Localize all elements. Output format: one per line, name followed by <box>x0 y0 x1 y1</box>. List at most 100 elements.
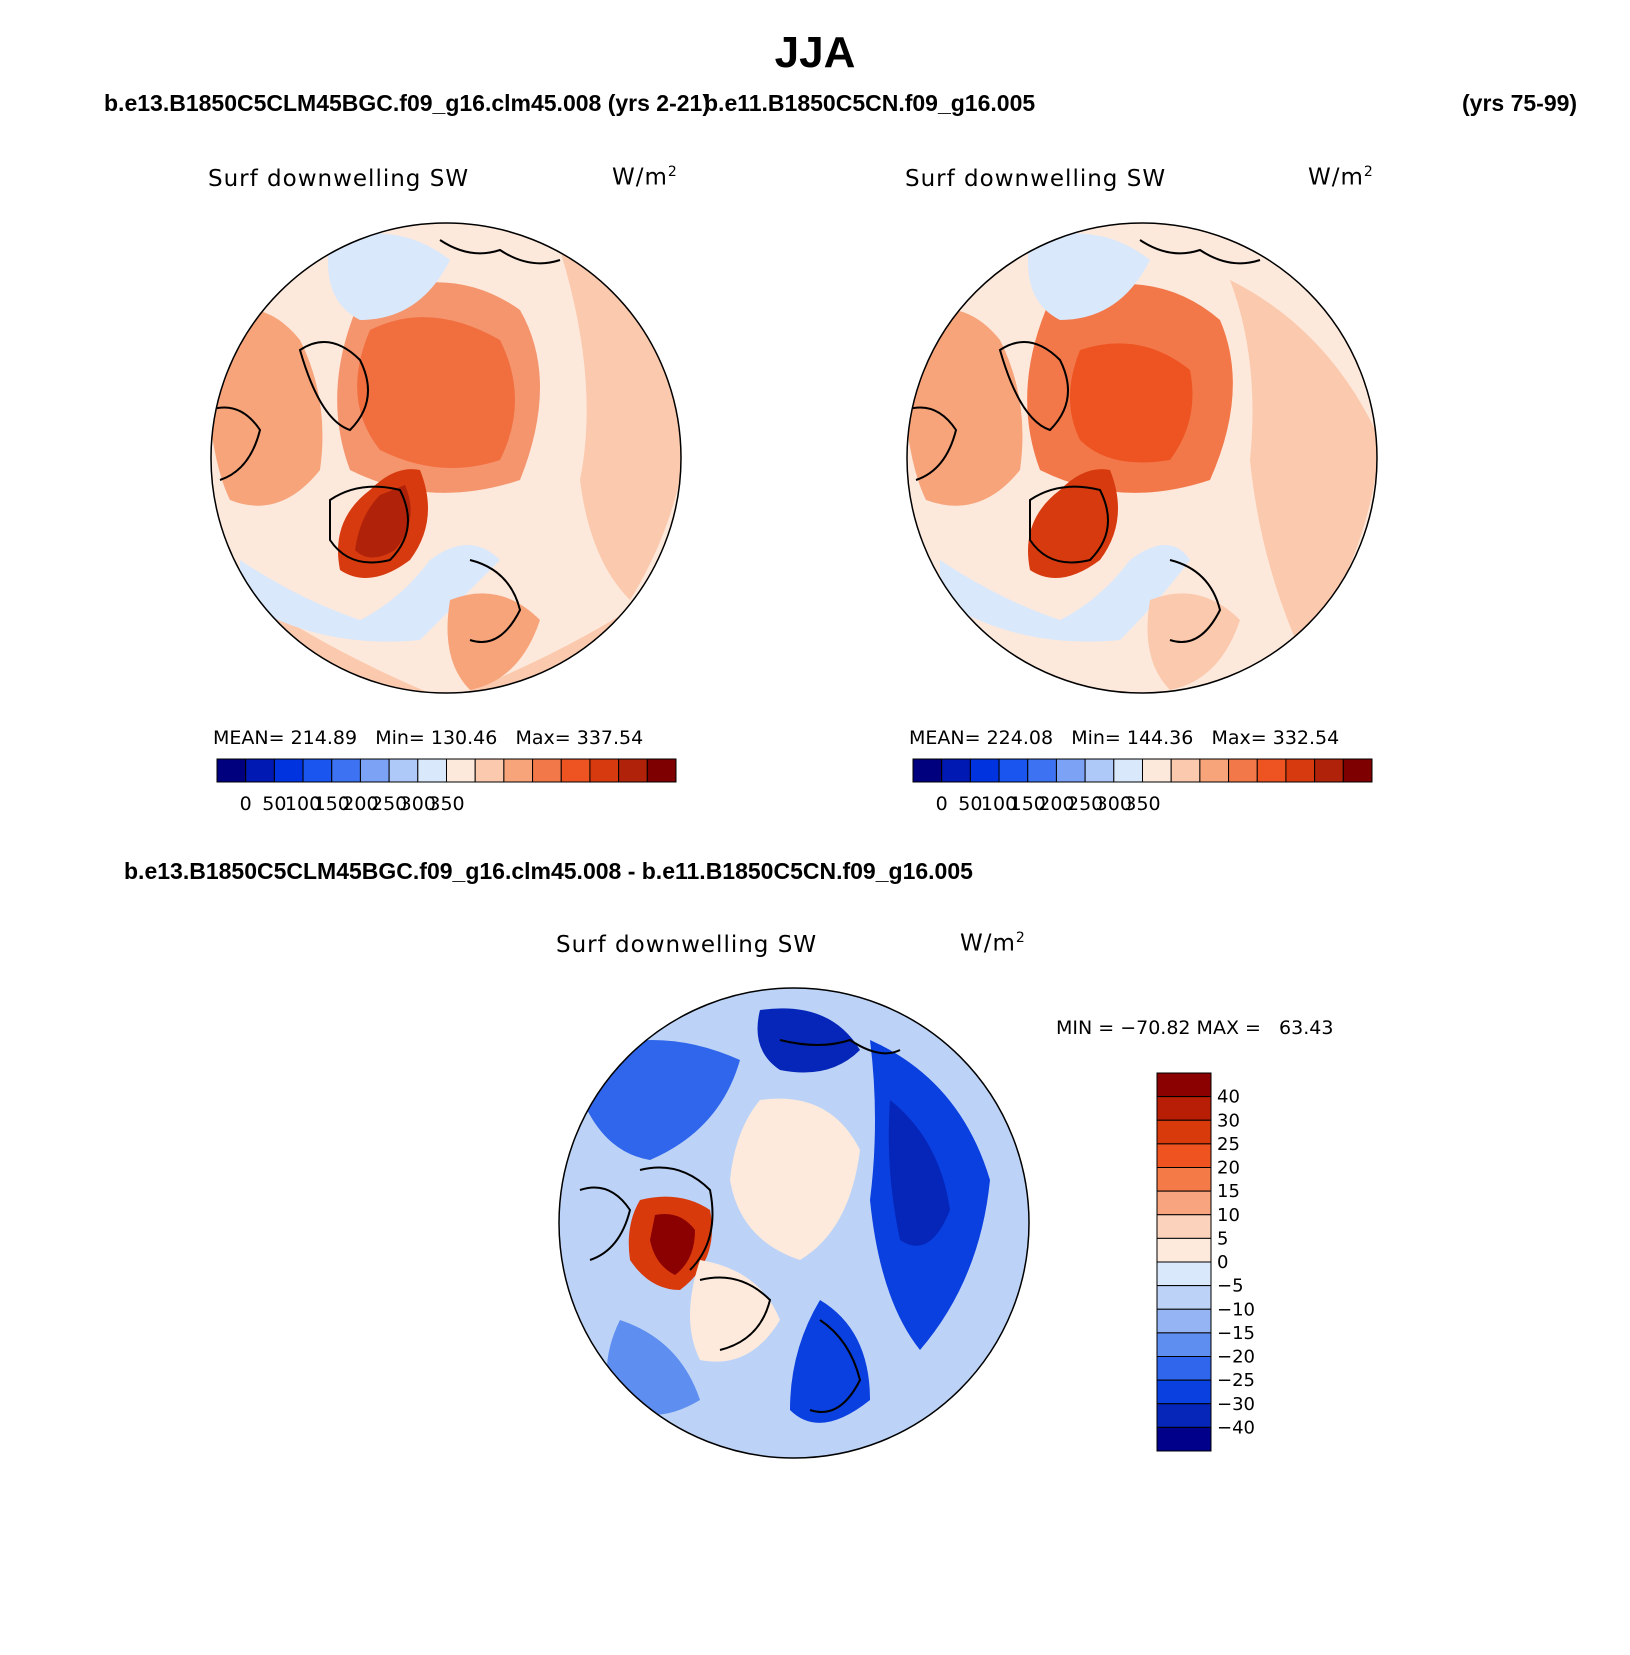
colorbar-tick-label: −5 <box>1217 1276 1244 1297</box>
colorbar-swatch <box>1055 758 1086 783</box>
map-right-border <box>906 222 1378 694</box>
colorbar-swatch <box>1228 758 1258 783</box>
colorbar-tick-label: 25 <box>1217 1134 1240 1155</box>
colorbar-swatch <box>1113 758 1143 783</box>
colorbar-swatch <box>646 758 677 783</box>
colorbar-tick-label: 50 <box>262 793 286 815</box>
colorbar-swatch <box>1199 758 1230 783</box>
variable-label-left: Surf downwelling SW <box>208 166 470 192</box>
colorbar-swatch <box>1156 1072 1212 1098</box>
map-right-na-west <box>907 308 1023 506</box>
map-right-greenland <box>1028 469 1118 578</box>
map-left-coast-5 <box>211 406 262 481</box>
colorbar-swatch <box>1156 1143 1212 1168</box>
map-left-coast-1 <box>298 341 369 432</box>
case-name-left: b.e13.B1850C5CLM45BGC.f09_g16.clm45.008 <box>104 90 602 116</box>
units-label-right: W/m2 <box>1308 164 1374 191</box>
map-diff-coast-1 <box>639 1166 714 1271</box>
case-years-left: (yrs 2-21) <box>607 90 710 116</box>
map-diff-coast-2 <box>699 1276 772 1351</box>
colorbar-swatch <box>969 758 1000 783</box>
colorbar-swatch <box>532 758 562 783</box>
colorbar-swatch <box>417 758 447 783</box>
map-right-band-east <box>1230 280 1377 650</box>
map-diff <box>559 988 1029 1458</box>
colorbar-swatch <box>388 758 419 783</box>
colorbar-swatch <box>1256 758 1287 783</box>
colorbar-swatch <box>1285 758 1316 783</box>
colorbar-tick-label: 100 <box>285 793 321 815</box>
colorbar-tick-label: −25 <box>1217 1370 1255 1391</box>
colorbar-tick-label: 30 <box>1217 1110 1240 1131</box>
colorbar-swatch <box>245 758 275 783</box>
max-value-right: 332.54 <box>1272 727 1340 749</box>
map-diff-canada-core <box>650 1214 695 1275</box>
map-right-coast-4 <box>1139 239 1261 265</box>
map-left-pacific <box>328 233 450 320</box>
diff-title: b.e13.B1850C5CLM45BGC.f09_g16.clm45.008 … <box>124 858 973 884</box>
colorbar-swatch <box>359 758 390 783</box>
colorbar-swatch <box>912 758 943 783</box>
minmax-diff: MIN = −70.82 MAX = 63.43 <box>1056 1017 1334 1039</box>
case-title-left: b.e13.B1850C5CLM45BGC.f09_g16.clm45.008 … <box>104 90 710 117</box>
map-diff-east-deep <box>888 1100 950 1246</box>
max-value-left: 337.54 <box>576 727 644 749</box>
case-name-right: b.e11.B1850C5CN.f09_g16.005 <box>704 90 1036 116</box>
units-label-left: W/m2 <box>612 164 678 191</box>
colorbar-tick-label: 5 <box>1217 1228 1228 1249</box>
colorbar-swatch <box>1156 1356 1212 1381</box>
colorbar-swatch <box>446 758 476 783</box>
colorbar-tick-label: −30 <box>1217 1394 1255 1415</box>
colorbar-swatch <box>1156 1332 1212 1357</box>
colorbar-tick-label: 20 <box>1217 1158 1240 1179</box>
colorbar-swatch <box>1156 1214 1212 1239</box>
map-right-coast-2 <box>1029 485 1109 564</box>
map-right-pacific <box>1028 233 1150 320</box>
map-diff-coast-3 <box>809 1319 862 1413</box>
map-left-na-west <box>211 308 323 506</box>
map-right-coast-3 <box>1169 559 1222 643</box>
map-left-border <box>210 222 682 694</box>
colorbar-tick-label: −15 <box>1217 1323 1255 1344</box>
mean-value-right: 224.08 <box>986 727 1054 749</box>
map-left-coast-4 <box>439 239 561 265</box>
map-right-north-atlantic <box>940 545 1190 642</box>
colorbar-tick-label: 50 <box>958 793 982 815</box>
colorbar-tick-label: 0 <box>240 793 252 815</box>
colorbar-swatch <box>1156 1285 1212 1310</box>
map-left-greenland-core <box>355 485 411 558</box>
colorbar-swatch <box>618 758 648 783</box>
colorbar-tick-label: 200 <box>342 793 378 815</box>
colorbar-swatch <box>589 758 620 783</box>
colorbar-tick-label: 0 <box>1217 1252 1228 1273</box>
colorbar-swatch <box>1156 1190 1212 1216</box>
stats-right: MEAN= 224.08 Min= 144.36 Max= 332.54 <box>909 727 1340 749</box>
variable-label-right: Surf downwelling SW <box>905 166 1167 192</box>
colorbar-swatch <box>1084 758 1115 783</box>
colorbar-tick-label: 40 <box>1217 1087 1240 1108</box>
colorbar-tick-label: 350 <box>428 793 464 815</box>
colorbar-swatch <box>1170 758 1201 783</box>
colorbar-swatch <box>1156 1119 1212 1145</box>
colorbar-tick-label: 300 <box>400 793 436 815</box>
colorbar-tick-label: 200 <box>1038 793 1074 815</box>
colorbar-swatch <box>1156 1167 1212 1192</box>
colorbar-tick-label: −20 <box>1217 1347 1255 1368</box>
colorbar-swatch <box>273 758 304 783</box>
colorbar-swatch <box>474 758 505 783</box>
colorbar-tick-label: −40 <box>1217 1417 1255 1438</box>
colorbar-tick-label: 150 <box>314 793 350 815</box>
colorbar-tick-label: 10 <box>1217 1205 1240 1226</box>
map-diff-greenland-neutral <box>690 1260 780 1362</box>
colorbar-tick-label: 250 <box>1067 793 1103 815</box>
map-left-asia <box>560 250 681 600</box>
colorbar-tick-label: 0 <box>936 793 948 815</box>
colorbar-tick-label: 15 <box>1217 1181 1240 1202</box>
colorbar-tick-label: −10 <box>1217 1299 1255 1320</box>
map-diff-border <box>558 987 1030 1459</box>
colorbar-swatch <box>1142 758 1172 783</box>
